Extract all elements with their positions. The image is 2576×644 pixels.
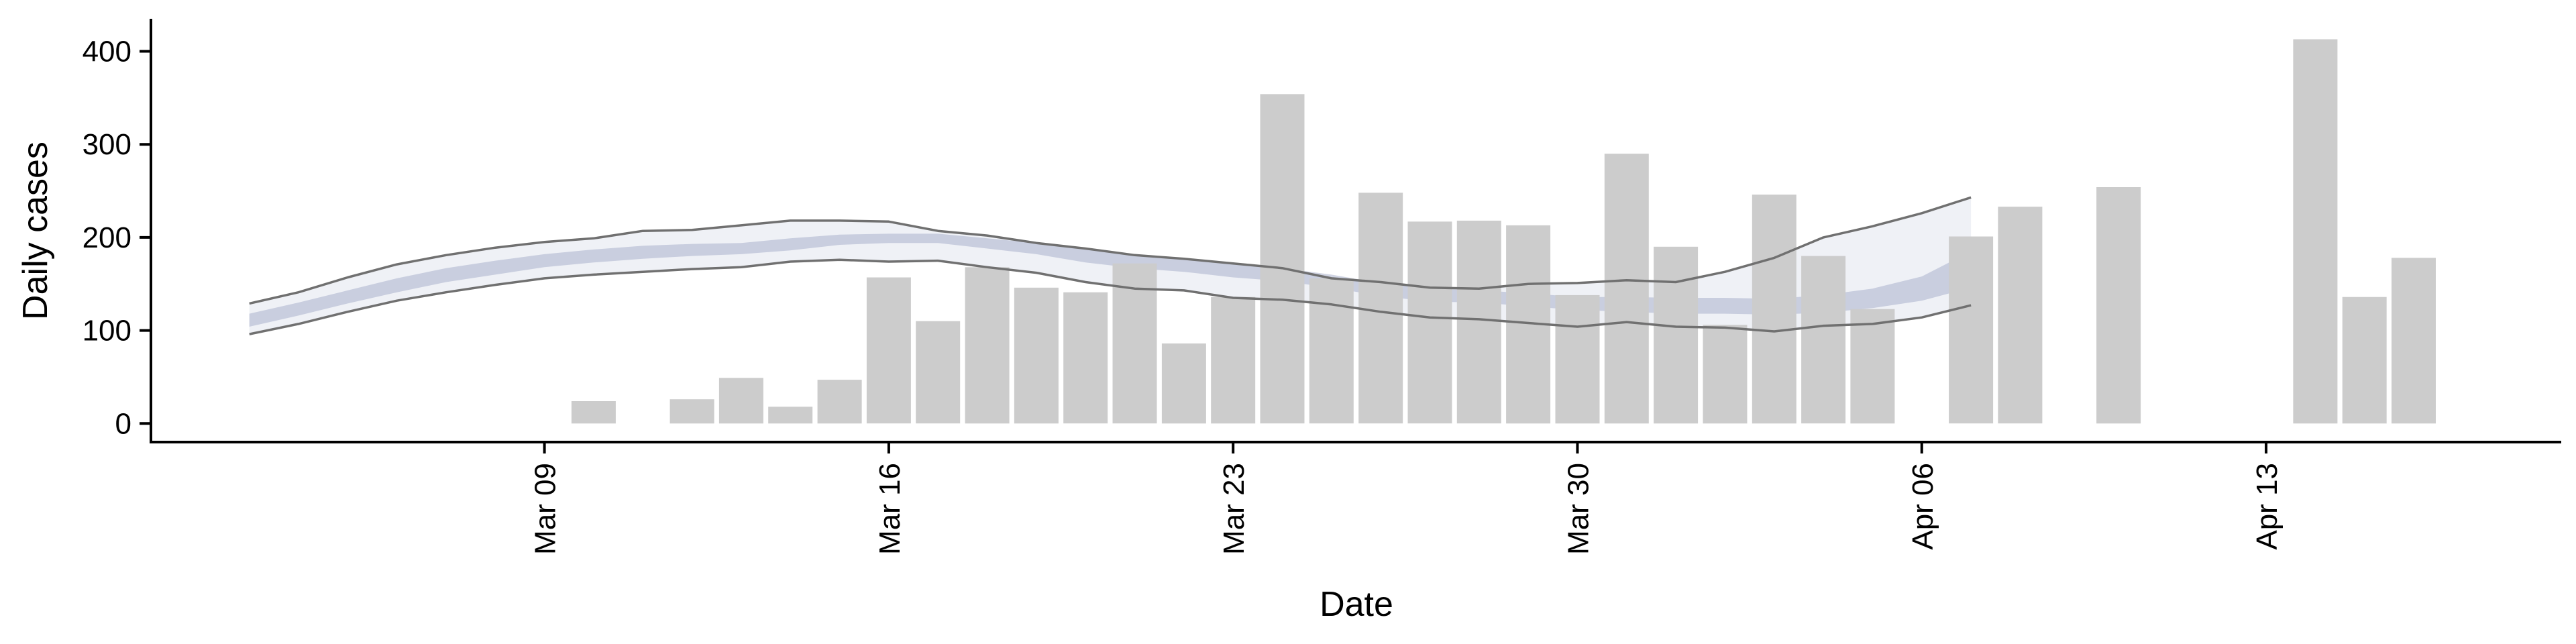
bar [2096, 187, 2141, 424]
axes [150, 19, 2561, 443]
bar [2392, 258, 2436, 424]
bar [2293, 39, 2338, 424]
bar [768, 407, 813, 424]
bar [1654, 246, 1699, 424]
x-tick-label: Mar 16 [873, 463, 906, 555]
lower-interval-line [249, 258, 1972, 335]
y-tick-label: 400 [83, 36, 131, 68]
bar [1260, 94, 1305, 424]
bar [1555, 294, 1600, 424]
bar [1211, 297, 1256, 424]
x-tick-label: Apr 13 [2251, 463, 2284, 550]
x-tick-label: Mar 30 [1562, 463, 1595, 555]
bar [1161, 343, 1206, 424]
bar [1063, 292, 1108, 424]
y-tick-label: 200 [83, 221, 131, 254]
bar [817, 380, 862, 424]
estimate-interval-lines [249, 196, 1972, 335]
bar [1014, 287, 1059, 424]
bar [1407, 221, 1452, 424]
bar [965, 267, 1010, 424]
daily-cases-bars [571, 39, 2436, 424]
bar [1949, 236, 1994, 424]
x-tick-label: Mar 09 [529, 463, 562, 555]
bar [1801, 256, 1846, 424]
bar [669, 399, 714, 424]
y-axis-ticks: 0 100 200 300 400 [83, 36, 151, 440]
y-axis-title: Daily cases [16, 142, 55, 320]
bar [1456, 220, 1501, 424]
bar [1309, 278, 1354, 424]
y-tick-label: 0 [115, 407, 131, 440]
x-tick-label: Apr 06 [1907, 463, 1939, 550]
bar [1703, 325, 1748, 424]
bar [2342, 297, 2387, 424]
bar [916, 321, 961, 424]
y-tick-label: 100 [83, 315, 131, 347]
bar [1752, 195, 1796, 424]
bar [1998, 207, 2043, 424]
x-axis-title: Date [1320, 585, 1393, 624]
x-tick-label: Mar 23 [1218, 463, 1250, 555]
bar [1850, 309, 1895, 424]
y-tick-label: 300 [83, 128, 131, 161]
estimate-bands [249, 197, 1972, 335]
upper-interval-line [249, 196, 1972, 305]
bar [1604, 154, 1649, 424]
bar [866, 277, 911, 424]
bar [718, 378, 763, 424]
x-axis-ticks: Mar 09 Mar 16 Mar 23 Mar 30 Apr 06 Apr 13 [529, 442, 2284, 555]
bar [571, 401, 616, 424]
bar [1358, 193, 1403, 424]
